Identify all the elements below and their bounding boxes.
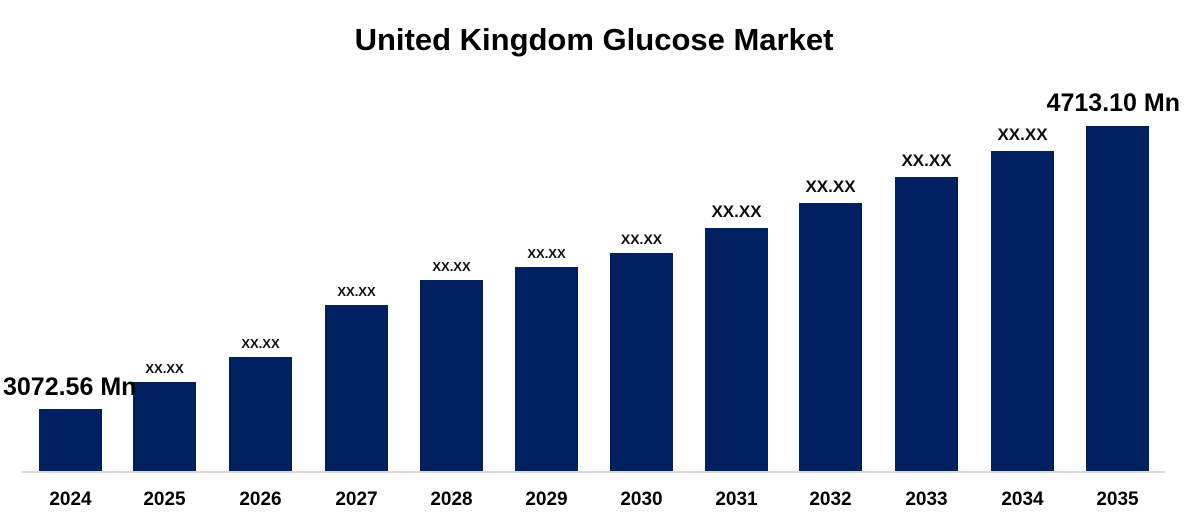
bar-2032 — [799, 203, 862, 471]
axis-label-2024: 2024 — [49, 489, 92, 510]
data-label-2024: 3072.56 Mn — [3, 373, 137, 401]
bar-2029 — [515, 267, 578, 471]
data-label-2035: 4713.10 Mn — [1046, 89, 1180, 117]
data-label-2033: XX.XX — [901, 151, 952, 170]
chart-title: United Kingdom Glucose Market — [354, 22, 834, 57]
bar-2034 — [991, 151, 1054, 471]
data-label-2029: XX.XX — [527, 246, 566, 261]
bar-2025 — [133, 382, 196, 471]
bar-2035 — [1086, 126, 1149, 471]
axis-label-2025: 2025 — [143, 489, 186, 510]
axis-label-2033: 2033 — [905, 489, 948, 510]
data-label-2032: XX.XX — [805, 177, 856, 196]
data-label-2025: XX.XX — [145, 361, 184, 376]
axis-label-2031: 2031 — [715, 489, 758, 510]
axis-label-2035: 2035 — [1096, 489, 1139, 510]
axis-label-2029: 2029 — [525, 489, 568, 510]
bar-2030 — [610, 253, 673, 471]
data-label-2030: XX.XX — [620, 231, 663, 247]
data-label-2026: XX.XX — [241, 336, 280, 351]
axis-label-2026: 2026 — [239, 489, 282, 510]
bar-2031 — [705, 228, 768, 471]
axis-label-2027: 2027 — [335, 489, 378, 510]
data-label-2031: XX.XX — [711, 202, 762, 221]
axis-label-2030: 2030 — [620, 489, 663, 510]
bar-2028 — [420, 280, 483, 471]
axis-label-2028: 2028 — [430, 489, 473, 510]
axis-label-2034: 2034 — [1001, 489, 1044, 510]
data-label-2028: XX.XX — [432, 259, 471, 274]
axis-label-2032: 2032 — [809, 489, 852, 510]
bar-2027 — [325, 305, 388, 471]
bar-2033 — [895, 177, 958, 471]
data-label-2027: XX.XX — [337, 284, 376, 299]
bar-2024 — [39, 409, 102, 471]
bar-2026 — [229, 357, 292, 471]
x-axis-line — [22, 471, 1165, 473]
data-label-2034: XX.XX — [997, 125, 1048, 144]
